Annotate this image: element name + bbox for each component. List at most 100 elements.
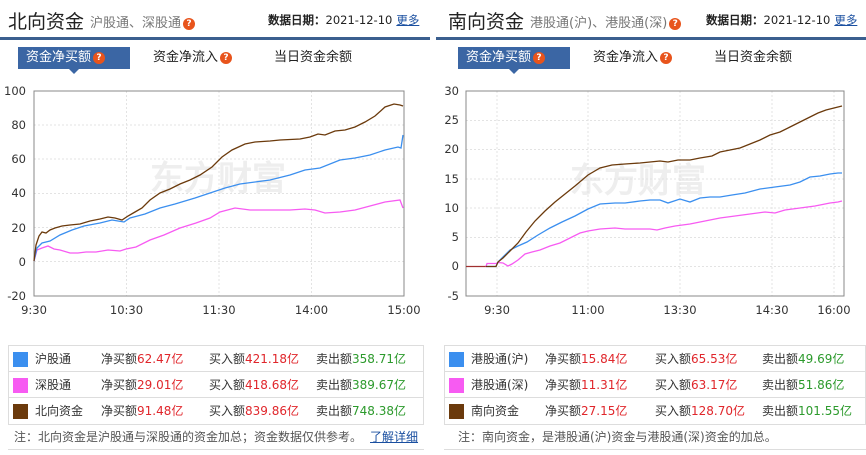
- color-swatch: [449, 378, 464, 393]
- sell: 卖出额101.55亿: [762, 398, 852, 424]
- label: 卖出额: [762, 404, 799, 418]
- svg-text:20: 20: [11, 221, 26, 235]
- series-name: 港股通(沪): [471, 352, 529, 366]
- label: 净买额: [101, 404, 138, 418]
- date-value: 2021-12-10: [325, 13, 393, 27]
- value: 49.69亿: [798, 352, 845, 366]
- help-icon[interactable]: ?: [183, 17, 196, 30]
- south-subtitle-text: 港股通(沪)、港股通(深): [530, 16, 668, 31]
- series-north-total: [33, 103, 404, 262]
- svg-text:25: 25: [444, 113, 459, 127]
- svg-text:40: 40: [11, 186, 26, 200]
- tab-label: 资金净买额: [26, 50, 92, 65]
- svg-text:80: 80: [11, 118, 26, 132]
- value: 29.01亿: [137, 378, 184, 392]
- legend-row: 深股通 净买额29.01亿 买入额418.68亿 卖出额389.67亿: [9, 372, 423, 398]
- value: 748.38亿: [352, 404, 407, 418]
- north-subtitle: 沪股通、深股通?: [90, 12, 196, 31]
- series-name: 深股通: [35, 378, 72, 392]
- value: 65.53亿: [691, 352, 738, 366]
- date-label: 数据日期：: [268, 13, 326, 27]
- label: 净买额: [101, 378, 138, 392]
- learn-more-link[interactable]: 了解详细: [370, 430, 419, 444]
- tab-label: 当日资金余额: [714, 50, 793, 65]
- tab-daily-balance[interactable]: 当日资金余额: [274, 47, 352, 69]
- tab-net-inflow[interactable]: 资金净流入?: [593, 47, 673, 69]
- label: 买入额: [655, 352, 692, 366]
- sell: 卖出额748.38亿: [316, 398, 406, 424]
- value: 62.47亿: [137, 352, 184, 366]
- buy: 买入额421.18亿: [209, 346, 299, 372]
- buy: 买入额65.53亿: [655, 346, 737, 372]
- help-icon[interactable]: ?: [669, 17, 682, 30]
- series-name: 南向资金: [471, 404, 520, 418]
- value: 358.71亿: [352, 352, 407, 366]
- help-icon[interactable]: ?: [93, 51, 106, 64]
- plot-frame: [33, 90, 405, 297]
- tab-net-buy[interactable]: 资金净买额?: [458, 47, 570, 74]
- tab-net-buy[interactable]: 资金净买额?: [18, 47, 130, 74]
- tab-net-inflow[interactable]: 资金净流入?: [153, 47, 233, 69]
- buy: 买入额839.86亿: [209, 398, 299, 424]
- legend-row: 沪股通 净买额62.47亿 买入额421.18亿 卖出额358.71亿: [9, 346, 423, 372]
- more-link[interactable]: 更多: [834, 13, 858, 27]
- south-note: 注：南向资金，是港股通(沪)资金与港股通(深)资金的加总。: [444, 426, 866, 450]
- north-chart: 东方财富 100 80 60 40 20 0 -20 9:30 10:30 11:30 14:…: [4, 84, 421, 317]
- help-icon[interactable]: ?: [220, 51, 233, 64]
- grid: [466, 91, 844, 296]
- watermark: 东方财富: [570, 161, 706, 201]
- color-swatch: [13, 378, 28, 393]
- south-panel: 南向资金 港股通(沪)、港股通(深)? 数据日期：2021-12-10 更多 资金…: [436, 0, 866, 455]
- north-subtitle-text: 沪股通、深股通: [90, 16, 182, 31]
- svg-text:14:30: 14:30: [755, 303, 788, 317]
- series-hugutong: [33, 134, 404, 262]
- north-note: 注：北向资金是沪股通与深股通的资金加总；资金数据仅供参考。 了解详细: [8, 426, 424, 450]
- help-icon[interactable]: ?: [533, 51, 546, 64]
- net-buy: 净买额91.48亿: [101, 398, 183, 424]
- label: 净买额: [545, 404, 582, 418]
- svg-text:14:00: 14:00: [295, 303, 328, 317]
- svg-text:13:30: 13:30: [663, 303, 696, 317]
- north-legend: 沪股通 净买额62.47亿 买入额421.18亿 卖出额358.71亿 深股通 …: [8, 345, 424, 425]
- net-buy: 净买额27.15亿: [545, 398, 627, 424]
- south-title: 南向资金: [448, 11, 525, 33]
- watermark: 东方财富: [150, 159, 286, 199]
- svg-text:10:30: 10:30: [110, 303, 143, 317]
- label: 卖出额: [762, 378, 799, 392]
- value: 11.31亿: [581, 378, 628, 392]
- help-icon[interactable]: ?: [660, 51, 673, 64]
- sell: 卖出额358.71亿: [316, 346, 406, 372]
- svg-text:10: 10: [444, 201, 459, 215]
- series-name: 港股通(深): [471, 378, 529, 392]
- svg-text:30: 30: [444, 84, 459, 98]
- south-header: 南向资金 港股通(沪)、港股通(深)? 数据日期：2021-12-10 更多: [436, 0, 866, 40]
- legend-row: 港股通(沪) 净买额15.84亿 买入额65.53亿 卖出额49.69亿: [445, 346, 865, 372]
- legend-row: 南向资金 净买额27.15亿 买入额128.70亿 卖出额101.55亿: [445, 398, 865, 424]
- svg-text:5: 5: [452, 230, 459, 244]
- svg-text:11:00: 11:00: [571, 303, 604, 317]
- svg-text:60: 60: [11, 152, 26, 166]
- value: 27.15亿: [581, 404, 628, 418]
- buy: 买入额418.68亿: [209, 372, 299, 398]
- sell: 卖出额51.86亿: [762, 372, 844, 398]
- more-link[interactable]: 更多: [396, 13, 420, 27]
- value: 418.68亿: [245, 378, 300, 392]
- svg-text:15:00: 15:00: [387, 303, 420, 317]
- label: 卖出额: [762, 352, 799, 366]
- series-name: 沪股通: [35, 352, 72, 366]
- label: 买入额: [655, 404, 692, 418]
- svg-text:0: 0: [19, 255, 26, 269]
- tab-daily-balance[interactable]: 当日资金余额: [714, 47, 792, 69]
- series-shenguton: [33, 199, 404, 262]
- legend-row: 港股通(深) 净买额11.31亿 买入额63.17亿 卖出额51.86亿: [445, 372, 865, 398]
- value: 51.86亿: [798, 378, 845, 392]
- south-legend: 港股通(沪) 净买额15.84亿 买入额65.53亿 卖出额49.69亿 港股通…: [444, 345, 866, 425]
- north-date: 数据日期：2021-12-10 更多: [268, 12, 419, 28]
- net-buy: 净买额29.01亿: [101, 372, 183, 398]
- label: 买入额: [209, 404, 246, 418]
- value: 63.17亿: [691, 378, 738, 392]
- label: 卖出额: [316, 404, 353, 418]
- svg-text:20: 20: [444, 142, 459, 156]
- north-panel: 北向资金 沪股通、深股通? 数据日期：2021-12-10 更多 资金净买额? 资…: [0, 0, 430, 455]
- color-swatch: [13, 404, 28, 419]
